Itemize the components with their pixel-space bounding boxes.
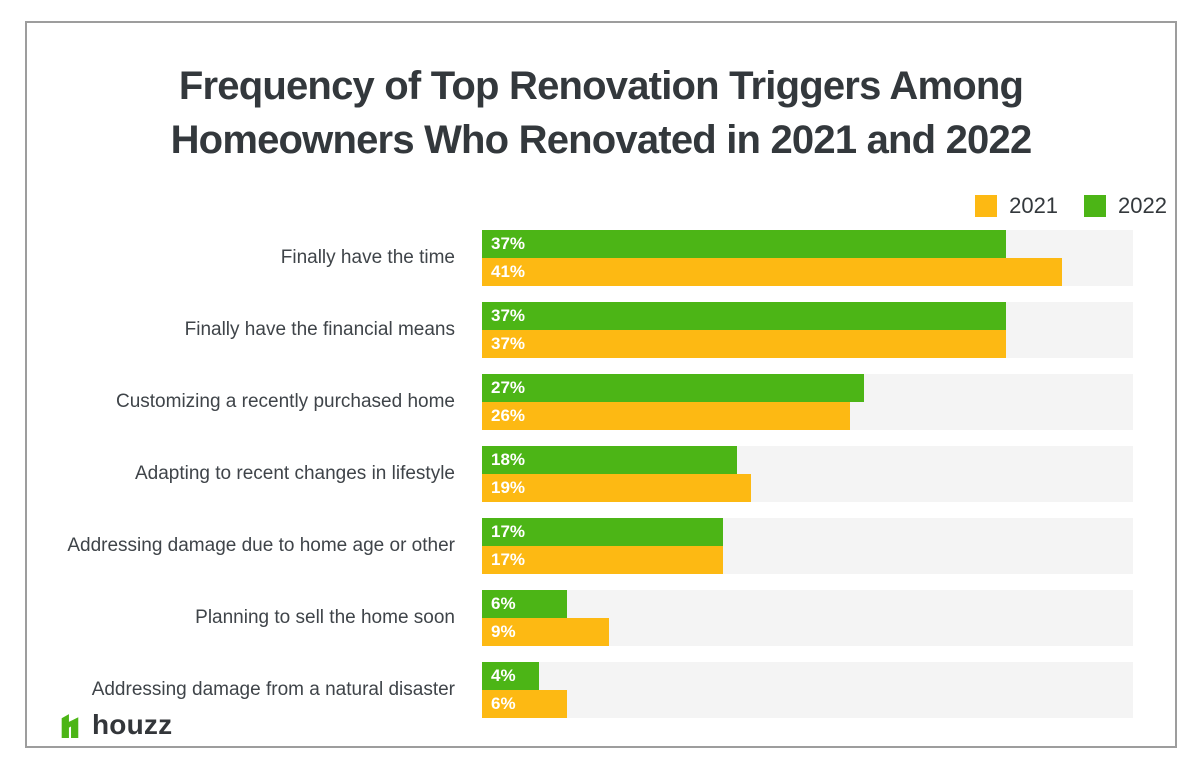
bar-2021: 17%	[482, 546, 723, 574]
bar-2022: 37%	[482, 230, 1006, 258]
bar-2021: 9%	[482, 618, 610, 646]
bar-value-2021: 37%	[491, 334, 526, 353]
chart-row: Customizing a recently purchased home 27…	[27, 374, 1133, 430]
chart-row: Planning to sell the home soon 6% 9%	[27, 590, 1133, 646]
category-label: Finally have the time	[280, 247, 455, 268]
chart-title-line1: Frequency of Top Renovation Triggers Amo…	[178, 64, 1024, 108]
category-label: Adapting to recent changes in lifestyle	[134, 463, 455, 484]
category-label: Addressing damage from a natural disaste…	[91, 679, 455, 700]
category-label: Finally have the financial means	[184, 319, 455, 340]
category-label: Customizing a recently purchased home	[115, 391, 455, 412]
bar-2021: 26%	[482, 402, 850, 430]
chart-row: Adapting to recent changes in lifestyle …	[27, 446, 1133, 502]
bar-2021: 19%	[482, 474, 751, 502]
bar-2022: 4%	[482, 662, 539, 690]
bar-track: 27% 26%	[482, 374, 1133, 430]
legend-label-2021: 2021	[1009, 193, 1059, 218]
bar-track: 37% 41%	[482, 230, 1133, 286]
bar-track: 37% 37%	[482, 302, 1133, 358]
bar-value-2021: 6%	[491, 694, 516, 713]
bar-value-2021: 26%	[491, 406, 526, 425]
bar-value-2021: 19%	[491, 478, 526, 497]
bar-value-2021: 41%	[491, 262, 526, 281]
bar-track: 18% 19%	[482, 446, 1133, 502]
bar-2021: 37%	[482, 330, 1006, 358]
chart-title-line2: Homeowners Who Renovated in 2021 and 202…	[170, 118, 1033, 162]
bar-value-2022: 17%	[491, 522, 526, 541]
legend-label-2022: 2022	[1118, 193, 1167, 218]
bar-2022: 27%	[482, 374, 865, 402]
bar-value-2022: 4%	[491, 666, 516, 685]
chart-row: Addressing damage from a natural disaste…	[27, 662, 1133, 718]
bar-track: 4% 6%	[482, 662, 1133, 718]
chart-row: Finally have the financial means 37% 37%	[27, 302, 1133, 358]
chart-row: Addressing damage due to home age or oth…	[27, 518, 1133, 574]
bar-track: 17% 17%	[482, 518, 1133, 574]
bar-2021: 6%	[482, 690, 567, 718]
bar-value-2022: 6%	[491, 594, 516, 613]
bar-2022: 17%	[482, 518, 723, 546]
bar-2022: 37%	[482, 302, 1006, 330]
bar-value-2022: 37%	[491, 306, 526, 325]
legend-item-2021: 2021	[975, 193, 1058, 219]
bar-value-2022: 27%	[491, 378, 526, 397]
houzz-logo: houzz	[57, 711, 172, 739]
chart-canvas: Frequency of Top Renovation Triggers Amo…	[25, 21, 1177, 748]
bar-2021: 41%	[482, 258, 1063, 286]
bar-value-2022: 37%	[491, 234, 526, 253]
chart-title: Frequency of Top Renovation Triggers Amo…	[27, 59, 1175, 167]
bar-2022: 18%	[482, 446, 737, 474]
bar-value-2021: 17%	[491, 550, 526, 569]
houzz-icon	[57, 711, 84, 739]
bar-chart: Finally have the time 37% 41% Finally ha…	[27, 230, 1133, 734]
legend-swatch-2022	[1084, 195, 1107, 217]
legend: 2021 2022	[975, 193, 1167, 219]
houzz-logo-text: houzz	[92, 709, 173, 740]
bar-2022: 6%	[482, 590, 567, 618]
category-label: Addressing damage due to home age or oth…	[67, 535, 455, 556]
category-label: Planning to sell the home soon	[195, 607, 455, 628]
chart-row: Finally have the time 37% 41%	[27, 230, 1133, 286]
bar-value-2022: 18%	[491, 450, 526, 469]
legend-swatch-2021	[975, 195, 998, 217]
bar-value-2021: 9%	[491, 622, 516, 641]
legend-item-2022: 2022	[1084, 193, 1167, 219]
bar-track: 6% 9%	[482, 590, 1133, 646]
